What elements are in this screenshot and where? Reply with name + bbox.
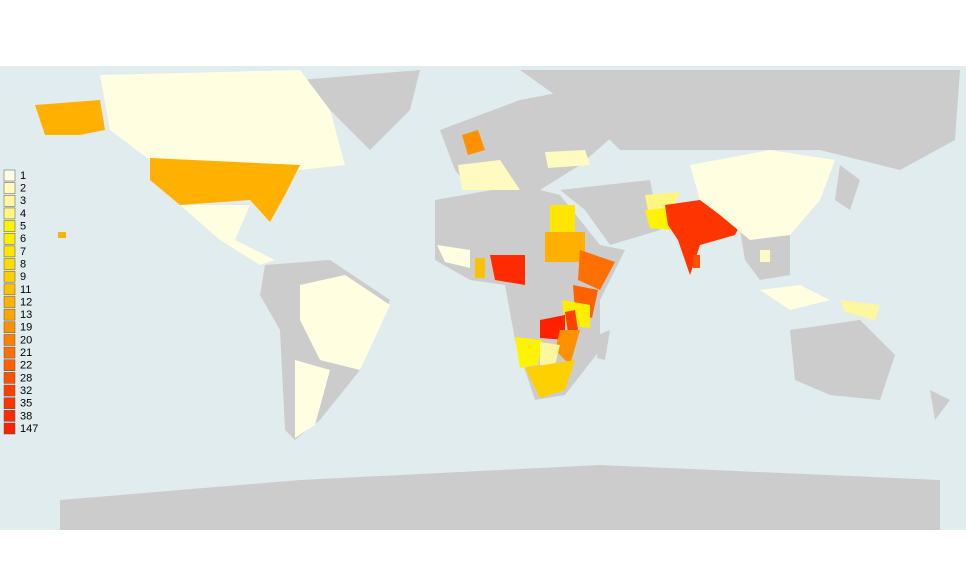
region <box>180 205 275 265</box>
region <box>693 255 700 268</box>
region <box>555 330 580 365</box>
legend-label: 7 <box>20 246 26 258</box>
legend-swatch <box>3 308 16 321</box>
legend-swatch <box>3 321 16 334</box>
landmass <box>60 465 940 530</box>
landmass <box>300 70 420 150</box>
legend-swatch <box>3 207 16 220</box>
region <box>565 310 578 332</box>
legend-label: 3 <box>20 195 26 207</box>
landmass <box>930 390 950 420</box>
legend-label: 147 <box>20 423 38 435</box>
region <box>525 360 575 398</box>
legend-label: 19 <box>20 322 32 334</box>
legend-swatch <box>3 233 16 245</box>
region <box>100 70 345 170</box>
region <box>35 100 105 135</box>
legend-label: 13 <box>20 309 32 321</box>
landmass <box>560 180 660 245</box>
legend-swatch <box>3 258 16 270</box>
region <box>550 205 575 232</box>
region <box>150 158 300 222</box>
legend-swatch <box>3 346 16 359</box>
landmass <box>835 165 860 210</box>
region <box>645 208 672 230</box>
region <box>578 250 615 290</box>
legend-swatch <box>3 195 16 207</box>
legend-swatch <box>3 410 16 422</box>
landmass <box>597 330 610 360</box>
legend-label: 5 <box>20 221 26 233</box>
legend-swatch <box>3 397 16 409</box>
legend-label: 21 <box>20 347 32 359</box>
region <box>515 337 542 368</box>
region <box>760 285 830 310</box>
region <box>540 342 560 365</box>
landmass <box>520 70 960 170</box>
region <box>458 160 520 190</box>
region <box>840 300 880 320</box>
region <box>462 130 485 155</box>
region <box>760 250 770 262</box>
legend-swatch <box>3 220 16 232</box>
legend-swatch <box>3 245 16 258</box>
legend-label: 2 <box>20 183 26 195</box>
region <box>545 150 590 168</box>
legend-swatch <box>3 270 16 283</box>
legend-label: 35 <box>20 398 32 410</box>
legend-label: 12 <box>20 296 32 308</box>
region <box>295 360 330 438</box>
region <box>437 245 470 268</box>
region <box>58 232 66 238</box>
region <box>690 150 835 240</box>
legend-swatch <box>3 384 16 397</box>
legend-swatch <box>3 334 16 346</box>
legend-label: 38 <box>20 410 32 422</box>
legend-label: 20 <box>20 334 32 346</box>
legend-label: 11 <box>20 284 31 296</box>
legend-label: 32 <box>20 385 32 397</box>
legend-swatch <box>3 296 16 308</box>
legend-label: 22 <box>20 360 32 372</box>
legend-label: 6 <box>20 233 26 245</box>
legend-swatch <box>3 169 16 182</box>
legend-swatch <box>3 182 16 194</box>
legend-label: 28 <box>20 372 32 384</box>
landmass <box>790 320 895 400</box>
legend-label: 1 <box>20 170 26 182</box>
regions <box>35 70 880 438</box>
region <box>545 232 585 262</box>
legend-label: 4 <box>20 208 26 220</box>
region <box>490 255 525 285</box>
legend-label: 8 <box>20 258 26 270</box>
region <box>540 315 565 340</box>
legend-swatch <box>3 422 16 435</box>
legend-swatch <box>3 283 16 296</box>
region <box>475 258 485 278</box>
legend-swatch <box>3 359 16 371</box>
region <box>300 275 390 370</box>
legend-label: 9 <box>20 271 26 283</box>
legend-swatch <box>3 372 16 384</box>
